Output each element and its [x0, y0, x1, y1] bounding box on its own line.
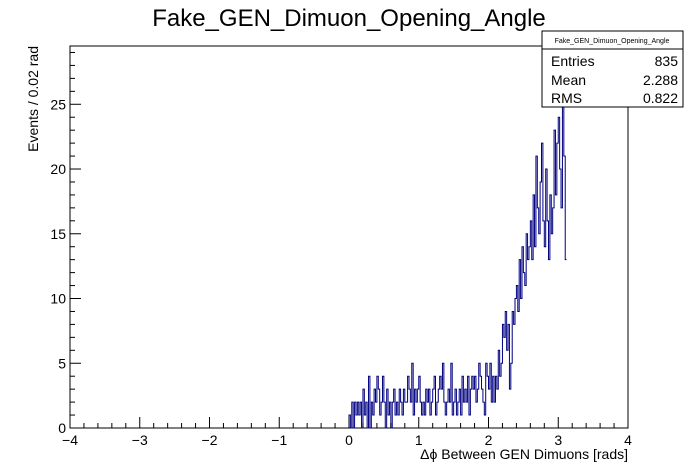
stats-rms-label: RMS [551, 90, 582, 106]
x-tick-label: −2 [202, 432, 218, 448]
y-tick-label: 5 [58, 355, 66, 371]
stats-box: Fake_GEN_Dimuon_Opening_Angle Entries 83… [541, 30, 684, 108]
x-tick-label: −1 [271, 432, 287, 448]
x-tick-label: 2 [485, 432, 493, 448]
x-tick-label: −4 [62, 432, 78, 448]
stats-mean-value: 2.288 [643, 72, 678, 88]
y-tick-label: 10 [50, 291, 66, 307]
stats-mean-label: Mean [551, 72, 586, 88]
y-tick-label: 25 [50, 96, 66, 112]
x-axis-title: Δϕ Between GEN Dimuons [rads] [420, 446, 628, 462]
chart-title: Fake_GEN_Dimuon_Opening_Angle [152, 5, 546, 32]
y-axis-title: Events / 0.02 rad [25, 46, 41, 152]
y-tick-label: 15 [50, 226, 66, 242]
y-tick-label: 0 [58, 420, 66, 436]
x-axis: −4 −3 −2 −1 0 1 2 3 4 [62, 417, 632, 448]
stats-rms-value: 0.822 [643, 90, 678, 106]
x-tick-label: 4 [624, 432, 632, 448]
stats-box-frame [541, 30, 684, 108]
stats-entries-label: Entries [551, 53, 595, 69]
histogram-outline [348, 103, 567, 429]
x-tick-label: 3 [554, 432, 562, 448]
x-tick-label: 1 [415, 432, 423, 448]
stats-entries-value: 835 [655, 53, 679, 69]
y-axis: 0 5 10 15 20 25 [50, 51, 81, 436]
y-tick-label: 20 [50, 161, 66, 177]
stats-box-name: Fake_GEN_Dimuon_Opening_Angle [555, 38, 670, 45]
x-tick-label: −3 [132, 432, 148, 448]
x-tick-label: 0 [345, 432, 353, 448]
